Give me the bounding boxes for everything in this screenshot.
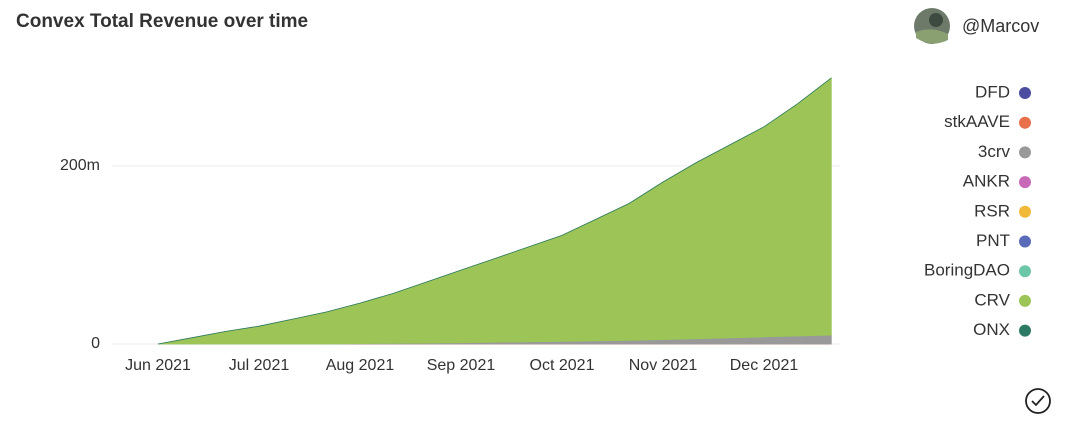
x-tick-label: Aug 2021 bbox=[326, 357, 395, 374]
author: @Marcov bbox=[962, 16, 1039, 36]
legend-label: CRV bbox=[974, 290, 1010, 309]
legend-dot bbox=[1019, 235, 1031, 248]
x-tick-label: Sep 2021 bbox=[427, 357, 496, 374]
legend-label: RSR bbox=[974, 201, 1010, 220]
legend-dot bbox=[1019, 87, 1031, 99]
check-icon[interactable] bbox=[1025, 388, 1051, 414]
x-tick-label: Jul 2021 bbox=[229, 357, 290, 374]
legend-dot bbox=[1019, 116, 1031, 129]
y-tick-label: 200m bbox=[60, 157, 100, 174]
chart-title: Convex Total Revenue over time bbox=[16, 11, 308, 32]
area bbox=[157, 77, 832, 345]
avatar bbox=[914, 8, 950, 44]
legend-label: ANKR bbox=[963, 172, 1010, 191]
legend-dot bbox=[1019, 205, 1031, 218]
legend-label: stkAAVE bbox=[944, 112, 1010, 131]
legend-dot bbox=[1019, 265, 1031, 278]
area bbox=[157, 77, 832, 345]
legend-dot bbox=[1019, 294, 1031, 307]
x-tick-label: Oct 2021 bbox=[530, 357, 595, 374]
y-tick-label: 0 bbox=[91, 335, 100, 352]
x-tick-label: Jun 2021 bbox=[125, 357, 191, 374]
legend-dot bbox=[1019, 176, 1031, 189]
legend-label: PNT bbox=[976, 231, 1010, 250]
legend-label: BoringDAO bbox=[924, 261, 1010, 280]
x-tick-label: Nov 2021 bbox=[629, 357, 698, 374]
x-tick-label: Dec 2021 bbox=[730, 357, 799, 374]
legend-dot bbox=[1019, 324, 1031, 337]
legend-label: ONX bbox=[973, 320, 1010, 339]
legend-dot bbox=[1019, 146, 1031, 159]
legend-label: 3crv bbox=[978, 142, 1011, 161]
legend-label: DFD bbox=[975, 82, 1010, 101]
